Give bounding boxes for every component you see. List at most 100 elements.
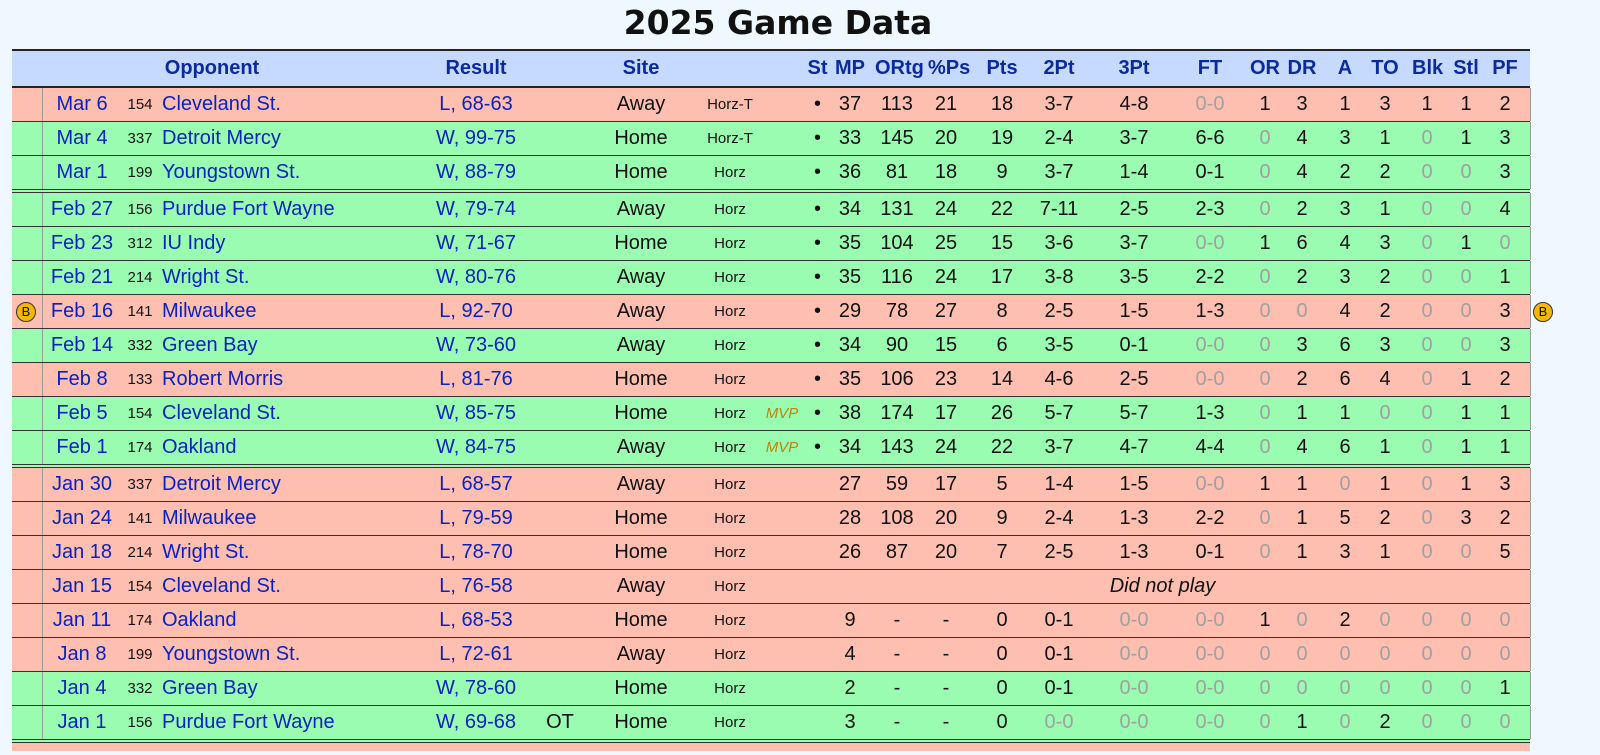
game-date-link[interactable]: Jan 30 xyxy=(51,473,113,495)
game-date-link[interactable]: Jan 18 xyxy=(51,541,113,563)
header-to[interactable]: TO xyxy=(1371,57,1399,79)
game-date-link[interactable]: Jan 24 xyxy=(51,507,113,529)
divider xyxy=(42,156,43,189)
result-link[interactable]: W, 88-79 xyxy=(435,161,517,183)
game-date-link[interactable]: Mar 6 xyxy=(56,93,108,115)
site: Away xyxy=(616,643,666,665)
opponent-link[interactable]: Wright St. xyxy=(162,266,250,288)
game-date-link[interactable]: Mar 1 xyxy=(56,161,108,183)
opponent-link[interactable]: Detroit Mercy xyxy=(162,473,281,495)
game-date-link[interactable]: Jan 4 xyxy=(57,677,107,699)
stat-or: 0 xyxy=(1259,643,1271,665)
stat-dr: 4 xyxy=(1296,436,1308,458)
result-link[interactable]: L, 68-63 xyxy=(439,93,513,115)
result-link[interactable]: L, 78-70 xyxy=(439,541,513,563)
opponent-link[interactable]: Robert Morris xyxy=(162,368,284,390)
header-dr[interactable]: DR xyxy=(1287,57,1317,79)
game-date-link[interactable]: Feb 27 xyxy=(50,198,114,220)
conference-label: Horz xyxy=(714,269,746,286)
table-row: Feb 14 332 Green Bay W, 73-60 Away Horz • 34 90 1… xyxy=(12,329,1531,363)
result-link[interactable]: L, 76-58 xyxy=(439,575,513,597)
game-date-link[interactable]: Jan 15 xyxy=(51,575,113,597)
game-date-link[interactable]: Mar 4 xyxy=(56,127,108,149)
result-link[interactable]: W, 78-60 xyxy=(435,677,517,699)
game-date-link[interactable]: Jan 8 xyxy=(57,643,107,665)
header-a[interactable]: A xyxy=(1337,57,1353,79)
divider xyxy=(42,536,43,569)
header-blk[interactable]: Blk xyxy=(1412,57,1444,79)
game-date-link[interactable]: Feb 5 xyxy=(56,402,108,424)
opponent-link[interactable]: Milwaukee xyxy=(162,507,257,529)
header-st[interactable]: St xyxy=(807,57,828,79)
opponent-link[interactable]: Cleveland St. xyxy=(162,93,281,115)
opponent-link[interactable]: Oakland xyxy=(162,436,237,458)
stat-a: 0 xyxy=(1339,643,1351,665)
conference-label: Horz xyxy=(714,303,746,320)
result-link[interactable]: L, 68-53 xyxy=(439,609,513,631)
table-row: Feb 5 154 Cleveland St. W, 85-75 Home Horz MVP… xyxy=(12,397,1531,431)
opponent-link[interactable]: Green Bay xyxy=(162,677,258,699)
header-or[interactable]: OR xyxy=(1250,57,1280,79)
game-date-link[interactable]: Jan 1 xyxy=(57,711,107,733)
result-link[interactable]: W, 79-74 xyxy=(435,198,517,220)
result-link[interactable]: W, 84-75 xyxy=(435,436,517,458)
header-result[interactable]: Result xyxy=(445,57,507,79)
header-pts[interactable]: Pts xyxy=(986,57,1018,79)
header-mp[interactable]: MP xyxy=(835,57,865,79)
game-date-link[interactable]: Feb 23 xyxy=(50,232,114,254)
result-link[interactable]: W, 99-75 xyxy=(435,127,517,149)
result-link[interactable]: L, 68-57 xyxy=(439,473,513,495)
opponent-link[interactable]: Cleveland St. xyxy=(162,402,281,424)
stat-p2: 7-11 xyxy=(1039,198,1079,220)
stat-pts: 19 xyxy=(990,127,1014,149)
game-date-link[interactable]: Feb 8 xyxy=(56,368,108,390)
stat-p2: 0-1 xyxy=(1044,677,1074,699)
stat-ft: 0-1 xyxy=(1195,161,1225,183)
opponent-link[interactable]: Wright St. xyxy=(162,541,250,563)
opponent-link[interactable]: Oakland xyxy=(162,609,237,631)
result-link[interactable]: L, 81-76 xyxy=(439,368,513,390)
header-site[interactable]: Site xyxy=(622,57,660,79)
opponent-link[interactable]: Purdue Fort Wayne xyxy=(162,198,335,220)
stat-or: 0 xyxy=(1259,127,1271,149)
divider xyxy=(1530,706,1531,739)
header-ft[interactable]: FT xyxy=(1197,57,1223,79)
result-link[interactable]: W, 80-76 xyxy=(435,266,517,288)
header-opponent[interactable]: Opponent xyxy=(164,57,260,79)
game-date-link[interactable]: Feb 16 xyxy=(50,300,114,322)
table-row: Jan 30 337 Detroit Mercy L, 68-57 Away Horz 27… xyxy=(12,468,1531,502)
header-ortg[interactable]: ORtg xyxy=(875,57,924,79)
header-ps[interactable]: %Ps xyxy=(928,57,971,79)
result-link[interactable]: W, 69-68 xyxy=(435,711,517,733)
opponent-link[interactable]: Green Bay xyxy=(162,334,258,356)
game-date-link[interactable]: Feb 14 xyxy=(50,334,114,356)
divider xyxy=(42,570,43,603)
stat-a: 2 xyxy=(1339,161,1351,183)
result-link[interactable]: L, 92-70 xyxy=(439,300,513,322)
result-link[interactable]: W, 85-75 xyxy=(435,402,517,424)
stat-a: 4 xyxy=(1339,300,1351,322)
stat-stl: 1 xyxy=(1460,368,1472,390)
header-pf[interactable]: PF xyxy=(1492,57,1518,79)
result-link[interactable]: L, 72-61 xyxy=(439,643,513,665)
game-date-link[interactable]: Feb 21 xyxy=(50,266,114,288)
stat-dr: 4 xyxy=(1296,127,1308,149)
header-p3[interactable]: 3Pt xyxy=(1118,57,1150,79)
opponent-link[interactable]: Youngstown St. xyxy=(162,161,301,183)
game-date-link[interactable]: Jan 11 xyxy=(52,609,112,631)
result-link[interactable]: W, 73-60 xyxy=(435,334,517,356)
opponent-link[interactable]: Purdue Fort Wayne xyxy=(162,711,335,733)
result-link[interactable]: W, 71-67 xyxy=(435,232,517,254)
divider xyxy=(1530,536,1531,569)
header-stl[interactable]: Stl xyxy=(1453,57,1479,79)
game-date-link[interactable]: Feb 1 xyxy=(56,436,108,458)
opponent-link[interactable]: Cleveland St. xyxy=(162,575,281,597)
table-header: Opponent Result Site St MP ORtg %Ps Pts 2Pt 3P… xyxy=(12,51,1530,88)
opponent-link[interactable]: Youngstown St. xyxy=(162,643,301,665)
header-p2[interactable]: 2Pt xyxy=(1043,57,1075,79)
result-link[interactable]: L, 79-59 xyxy=(439,507,513,529)
opponent-link[interactable]: Milwaukee xyxy=(162,300,257,322)
site: Home xyxy=(614,232,668,254)
opponent-link[interactable]: IU Indy xyxy=(162,232,226,254)
opponent-link[interactable]: Detroit Mercy xyxy=(162,127,281,149)
